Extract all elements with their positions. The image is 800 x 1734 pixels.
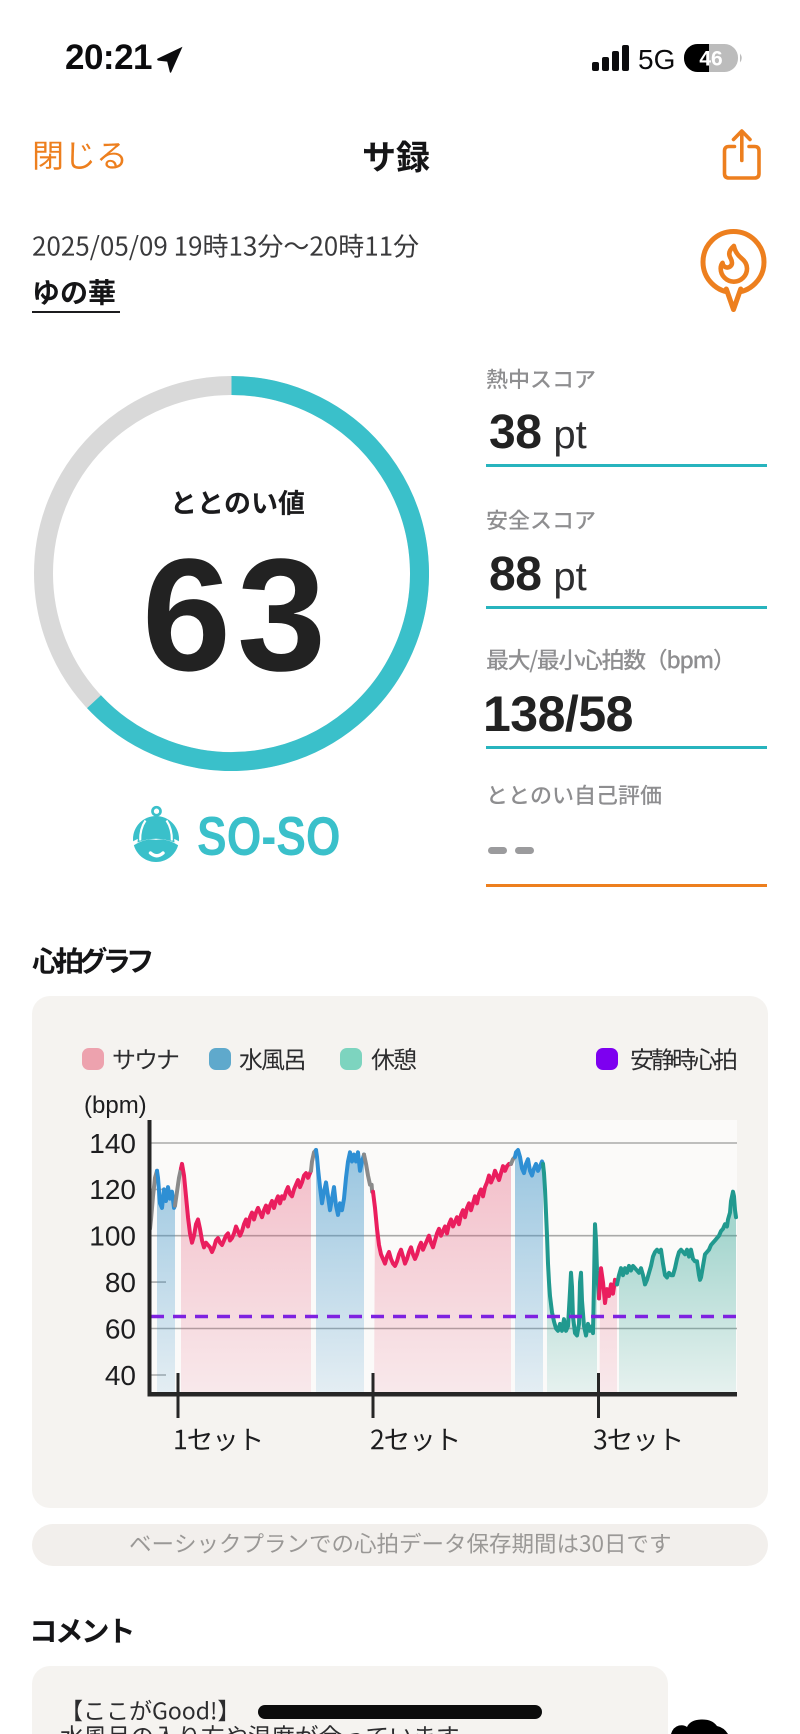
svg-text:(bpm): (bpm) — [84, 1092, 147, 1119]
svg-text:140: 140 — [89, 1128, 136, 1159]
svg-text:100: 100 — [89, 1221, 136, 1252]
svg-text:60: 60 — [105, 1313, 136, 1344]
svg-text:120: 120 — [89, 1174, 136, 1205]
svg-text:46: 46 — [699, 48, 722, 71]
svg-text:40: 40 — [105, 1360, 136, 1391]
svg-text:80: 80 — [105, 1267, 136, 1298]
